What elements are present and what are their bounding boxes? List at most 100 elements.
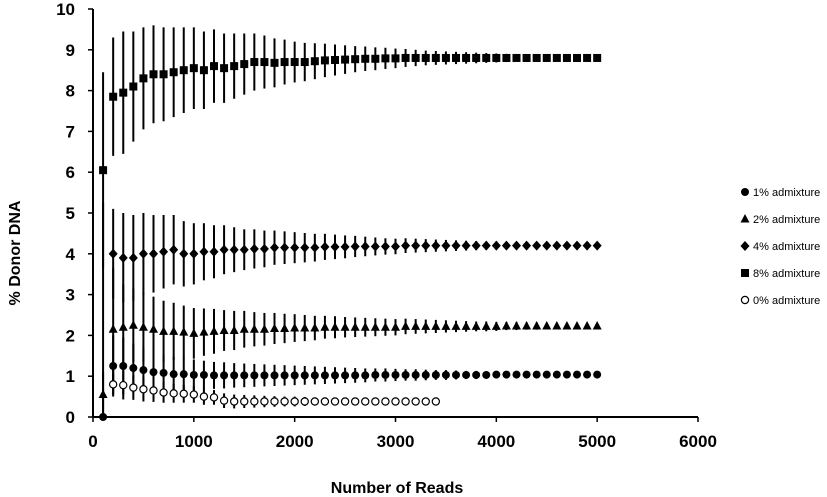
point-2-admixture	[532, 321, 542, 330]
point-0-admixture	[310, 397, 320, 406]
point-1-admixture	[310, 371, 319, 380]
point-2-admixture	[451, 321, 461, 330]
y-tick-label: 7	[66, 122, 75, 141]
point-8-admixture	[179, 66, 188, 75]
point-1-admixture	[431, 370, 440, 379]
point-0-admixture	[169, 389, 178, 398]
point-8-admixture	[99, 166, 108, 175]
point-2-admixture	[592, 321, 602, 330]
point-2-admixture	[360, 322, 370, 331]
point-0-admixture	[250, 397, 259, 406]
point-4-admixture	[370, 241, 380, 252]
point-2-admixture	[239, 324, 249, 333]
point-4-admixture	[592, 240, 602, 251]
point-1-admixture	[159, 368, 168, 377]
point-1-admixture	[149, 368, 158, 377]
point-1-admixture	[492, 370, 501, 379]
y-tick-label: 9	[66, 41, 75, 60]
point-0-admixture	[159, 388, 168, 397]
point-4-admixture	[411, 240, 421, 251]
point-0-admixture	[330, 397, 340, 406]
point-4-admixture	[562, 240, 572, 251]
point-8-admixture	[320, 56, 329, 65]
point-1-admixture	[593, 370, 602, 379]
point-8-admixture	[401, 53, 410, 62]
point-1-admixture	[552, 370, 561, 379]
point-2-admixture	[300, 323, 310, 332]
point-8-admixture	[310, 57, 319, 66]
point-1-admixture	[462, 370, 471, 379]
point-1-admixture	[109, 362, 118, 370]
y-tick-label: 3	[66, 286, 75, 305]
point-1-admixture	[169, 370, 178, 379]
point-1-admixture	[562, 370, 571, 379]
point-2-admixture	[290, 323, 300, 332]
point-8-admixture	[139, 74, 148, 83]
point-8-admixture	[351, 55, 360, 64]
point-4-admixture	[159, 246, 169, 257]
point-0-admixture	[179, 389, 188, 398]
point-2-admixture	[229, 325, 239, 335]
point-2-admixture	[128, 320, 138, 329]
point-4-admixture	[300, 242, 310, 253]
point-0-admixture	[119, 380, 128, 390]
point-8-admixture	[199, 66, 208, 75]
point-1-admixture	[542, 370, 551, 379]
point-2-admixture	[169, 326, 179, 335]
point-2-admixture	[481, 321, 491, 330]
point-2-admixture	[562, 321, 572, 330]
legend-label: 0% admixture	[753, 295, 820, 307]
point-8-admixture	[210, 62, 218, 71]
point-1-admixture	[441, 370, 450, 379]
point-4-admixture	[169, 244, 179, 255]
point-4-admixture	[350, 241, 360, 252]
y-tick-label: 8	[66, 82, 75, 101]
legend-marker	[741, 188, 749, 196]
y-tick-label: 10	[56, 0, 75, 19]
point-8-admixture	[361, 54, 370, 63]
point-1-admixture	[532, 370, 541, 379]
point-4-admixture	[229, 244, 239, 255]
point-2-admixture	[270, 323, 279, 332]
point-2-admixture	[340, 322, 350, 331]
x-tick-label: 2000	[276, 432, 314, 451]
point-4-admixture	[270, 242, 279, 253]
point-1-admixture	[179, 370, 188, 379]
point-4-admixture	[199, 246, 209, 257]
point-0-admixture	[209, 393, 219, 402]
point-0-admixture	[391, 397, 400, 406]
point-4-admixture	[512, 240, 521, 251]
point-0-admixture	[280, 397, 289, 406]
point-8-admixture	[391, 54, 400, 63]
point-4-admixture	[441, 240, 451, 251]
point-8-admixture	[522, 53, 531, 62]
point-2-admixture	[542, 321, 552, 330]
point-8-admixture	[129, 82, 138, 91]
legend-marker	[741, 269, 749, 277]
point-1-admixture	[371, 370, 380, 379]
y-tick-label: 5	[66, 204, 75, 223]
point-2-admixture	[219, 325, 229, 335]
point-8-admixture	[341, 55, 350, 64]
point-1-admixture	[583, 370, 592, 379]
point-1-admixture	[421, 370, 430, 379]
point-4-admixture	[118, 252, 128, 263]
point-2-admixture	[370, 322, 380, 331]
point-4-admixture	[471, 240, 481, 251]
point-2-admixture	[199, 327, 209, 336]
point-1-admixture	[300, 371, 309, 380]
point-8-admixture	[270, 58, 279, 67]
point-4-admixture	[360, 241, 370, 252]
point-8-admixture	[109, 92, 118, 101]
point-4-admixture	[259, 243, 269, 254]
point-8-admixture	[300, 58, 309, 67]
point-0-admixture	[290, 397, 299, 406]
point-0-admixture	[431, 397, 441, 406]
point-0-admixture	[361, 397, 370, 406]
point-1-admixture	[573, 370, 581, 379]
point-2-admixture	[138, 322, 148, 331]
point-2-admixture	[441, 321, 451, 330]
point-4-admixture	[239, 244, 249, 255]
point-1-admixture	[210, 371, 218, 380]
point-4-admixture	[522, 240, 532, 251]
